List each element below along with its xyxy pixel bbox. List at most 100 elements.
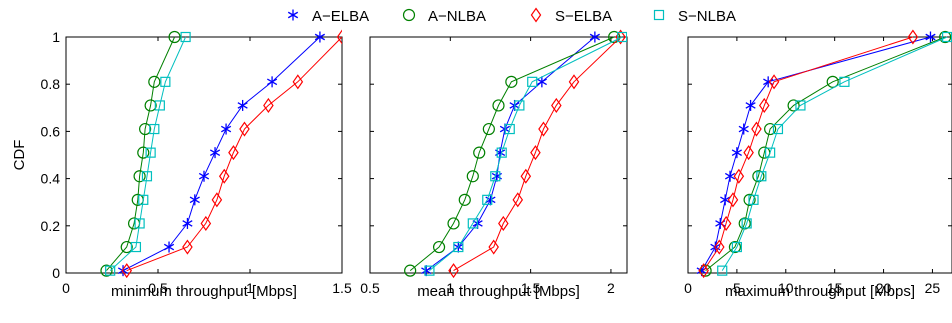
data-point bbox=[148, 75, 161, 88]
data-point bbox=[768, 74, 780, 90]
x-tick-label: 25 bbox=[925, 280, 941, 296]
data-point bbox=[728, 240, 742, 254]
data-point bbox=[421, 265, 432, 277]
legend-marker-circle bbox=[402, 8, 416, 22]
series-s-nlba bbox=[105, 31, 191, 276]
series-a-nlba bbox=[404, 30, 621, 277]
x-tick-label: 1 bbox=[246, 280, 254, 296]
x-axis-title: mean throughput [Mbps] bbox=[417, 283, 580, 300]
series-line bbox=[429, 36, 623, 271]
x-tick-label: 1 bbox=[446, 280, 454, 296]
data-point bbox=[608, 30, 621, 44]
x-axis-title: maximum throughput [Mbps] bbox=[725, 283, 915, 300]
data-point bbox=[589, 31, 600, 43]
data-point bbox=[453, 241, 464, 253]
data-point bbox=[752, 170, 765, 183]
x-tick-label: 0 bbox=[684, 280, 692, 296]
data-point bbox=[239, 121, 250, 137]
x-tick-label: 15 bbox=[827, 280, 843, 296]
x-tick-label: 1.5 bbox=[332, 280, 352, 296]
data-point bbox=[141, 171, 153, 182]
data-point bbox=[144, 99, 157, 112]
y-tick-label: 0.4 bbox=[41, 171, 61, 187]
series-s-elba bbox=[448, 29, 626, 279]
data-point bbox=[314, 31, 326, 43]
data-point bbox=[154, 100, 165, 111]
y-tick-label: 0.8 bbox=[41, 76, 61, 92]
data-point bbox=[163, 241, 175, 253]
data-point bbox=[751, 121, 762, 137]
legend-item-s-elba: S−ELBA bbox=[530, 7, 612, 25]
series-line bbox=[703, 36, 914, 271]
data-point bbox=[133, 170, 146, 183]
series-line bbox=[409, 36, 615, 271]
y-axis-title: CDF bbox=[11, 140, 28, 171]
data-point bbox=[160, 76, 171, 87]
data-point bbox=[724, 170, 736, 182]
data-point bbox=[743, 145, 754, 161]
data-point bbox=[228, 145, 239, 161]
data-point bbox=[149, 123, 160, 135]
data-point bbox=[220, 123, 232, 135]
data-point bbox=[514, 100, 525, 111]
data-point bbox=[200, 215, 212, 231]
series-a-elba bbox=[117, 31, 326, 277]
data-point bbox=[795, 100, 806, 111]
data-point bbox=[551, 97, 562, 113]
plot-frame bbox=[369, 36, 628, 274]
data-point bbox=[211, 192, 223, 208]
series-line bbox=[705, 36, 946, 271]
data-point bbox=[404, 264, 417, 277]
x-tick-label: 5 bbox=[733, 280, 741, 296]
x-tick-label: 20 bbox=[876, 280, 892, 296]
data-point bbox=[538, 121, 549, 137]
series-a-elba bbox=[421, 31, 600, 277]
series-s-nlba bbox=[717, 31, 952, 276]
data-point bbox=[100, 264, 113, 277]
series-line bbox=[109, 36, 187, 271]
data-point bbox=[731, 241, 742, 253]
data-point bbox=[758, 97, 770, 113]
data-point bbox=[182, 217, 193, 229]
y-tick-label: 1 bbox=[52, 29, 60, 45]
legend-item-s-nlba: S−NLBA bbox=[653, 8, 736, 25]
series-line bbox=[453, 36, 621, 272]
data-point bbox=[117, 265, 129, 277]
data-point bbox=[482, 122, 495, 136]
data-point bbox=[765, 147, 776, 158]
data-point bbox=[467, 218, 478, 229]
data-point bbox=[120, 240, 133, 254]
data-point bbox=[568, 74, 580, 90]
legend-item-a-elba: A−ELBA bbox=[287, 8, 369, 25]
data-point bbox=[536, 76, 547, 88]
legend-marker-square bbox=[653, 9, 665, 21]
data-point bbox=[727, 192, 739, 208]
data-point bbox=[504, 123, 515, 135]
data-point bbox=[292, 74, 304, 90]
x-tick-label: 0.5 bbox=[148, 280, 168, 296]
data-point bbox=[738, 123, 749, 135]
data-point bbox=[473, 146, 486, 159]
data-point bbox=[772, 123, 784, 135]
data-point bbox=[939, 30, 952, 44]
data-point bbox=[130, 241, 142, 253]
legend-label: S−NLBA bbox=[678, 8, 736, 25]
data-point bbox=[266, 76, 278, 88]
data-point bbox=[134, 218, 145, 229]
y-tick-label: 0 bbox=[52, 265, 60, 281]
series-s-nlba bbox=[424, 31, 627, 276]
data-point bbox=[748, 194, 759, 205]
data-point bbox=[485, 194, 496, 206]
data-point bbox=[925, 31, 936, 43]
data-point bbox=[139, 122, 152, 136]
legend: A−ELBA A−NLBA S−ELBA S−NLBA bbox=[287, 7, 736, 25]
data-point bbox=[839, 76, 850, 87]
x-axis-title: minimum throughput [Mbps] bbox=[111, 283, 297, 300]
legend-marker-star bbox=[287, 9, 299, 21]
data-point bbox=[492, 99, 505, 112]
series-line bbox=[701, 36, 931, 271]
legend-label: S−ELBA bbox=[555, 8, 612, 25]
legend-label: A−NLBA bbox=[428, 8, 486, 25]
series-line bbox=[106, 36, 176, 271]
